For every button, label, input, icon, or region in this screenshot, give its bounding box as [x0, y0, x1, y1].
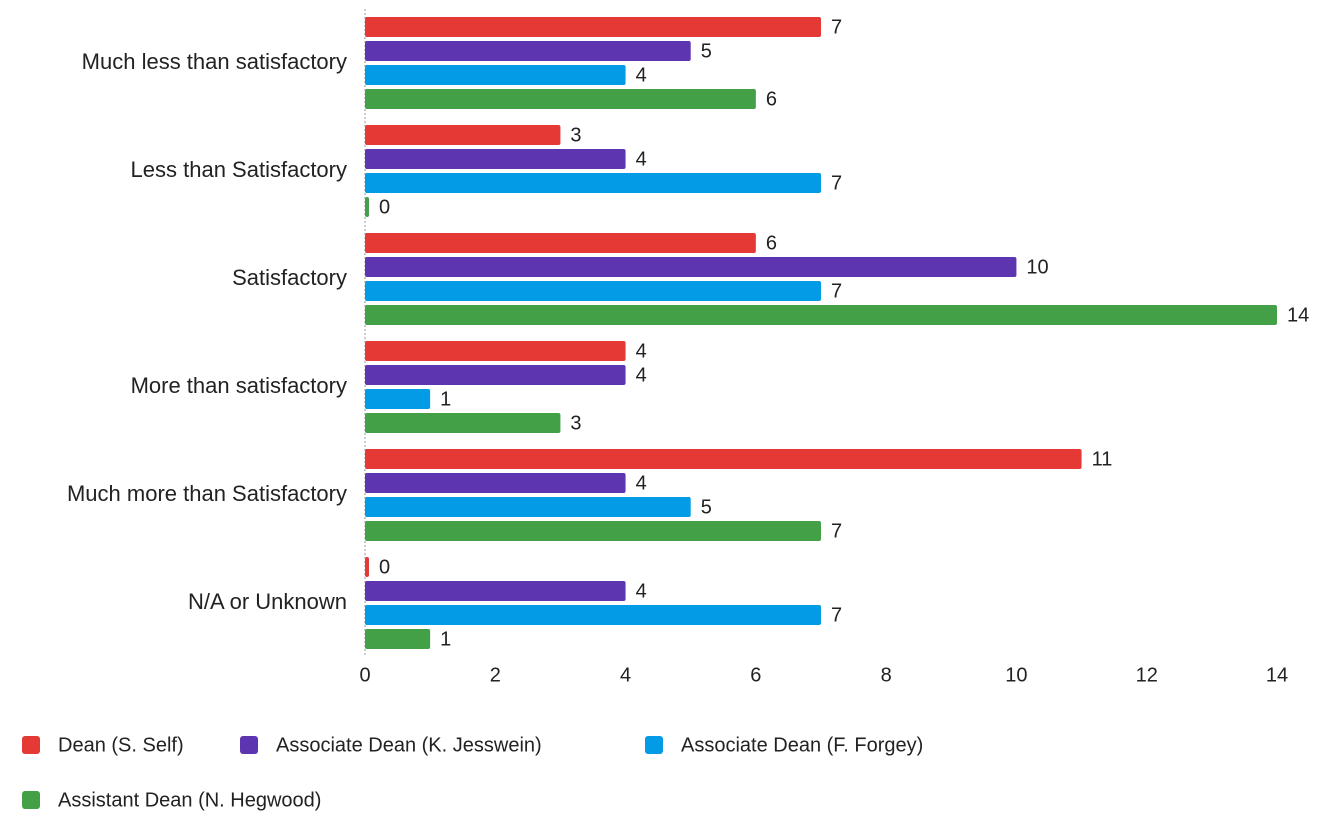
legend-swatch — [645, 736, 663, 754]
bar — [365, 149, 626, 169]
value-label: 14 — [1287, 304, 1309, 326]
bar — [365, 581, 626, 601]
value-label: 11 — [1092, 448, 1113, 470]
bar — [365, 281, 821, 301]
value-label: 1 — [440, 388, 451, 410]
category-label: Much more than Satisfactory — [67, 481, 347, 506]
category-label: Less than Satisfactory — [131, 157, 347, 182]
bar — [365, 449, 1082, 469]
bar — [365, 305, 1277, 325]
category-label: N/A or Unknown — [188, 589, 347, 614]
x-tick-label: 12 — [1136, 664, 1158, 686]
legend-label: Assistant Dean (N. Hegwood) — [58, 789, 321, 811]
bar — [365, 605, 821, 625]
x-tick-label: 10 — [1005, 664, 1027, 686]
x-tick-label: 6 — [750, 664, 761, 686]
category-label: Satisfactory — [232, 265, 347, 290]
value-label: 7 — [831, 604, 842, 626]
value-label: 5 — [701, 40, 712, 62]
bar — [365, 89, 756, 109]
bar — [365, 125, 561, 145]
bar — [365, 557, 369, 577]
value-label: 3 — [570, 124, 581, 146]
value-label: 6 — [766, 88, 777, 110]
value-label: 1 — [440, 628, 451, 650]
legend-label: Dean (S. Self) — [58, 734, 184, 756]
x-tick-label: 8 — [881, 664, 892, 686]
value-label: 6 — [766, 232, 777, 254]
bar — [365, 413, 561, 433]
value-label: 4 — [636, 472, 647, 494]
value-label: 7 — [831, 172, 842, 194]
value-label: 7 — [831, 520, 842, 542]
category-label: More than satisfactory — [131, 373, 347, 398]
value-label: 7 — [831, 16, 842, 38]
bar — [365, 629, 431, 649]
x-tick-label: 4 — [620, 664, 631, 686]
bar — [365, 233, 756, 253]
bar — [365, 473, 626, 493]
bar — [365, 341, 626, 361]
category-label: Much less than satisfactory — [82, 49, 347, 74]
value-label: 4 — [636, 364, 647, 386]
bar — [365, 17, 821, 37]
value-label: 3 — [570, 412, 581, 434]
x-tick-label: 0 — [359, 664, 370, 686]
legend-swatch — [22, 791, 40, 809]
value-label: 7 — [831, 280, 842, 302]
value-label: 4 — [636, 148, 647, 170]
legend-swatch — [22, 736, 40, 754]
bar — [365, 257, 1017, 277]
bar — [365, 389, 431, 409]
bar — [365, 41, 691, 61]
bar — [365, 365, 626, 385]
x-tick-label: 2 — [490, 664, 501, 686]
value-label: 0 — [379, 556, 390, 578]
x-tick-label: 14 — [1266, 664, 1288, 686]
bar — [365, 497, 691, 517]
bar — [365, 65, 626, 85]
value-label: 0 — [379, 196, 390, 218]
legend-label: Associate Dean (K. Jesswein) — [276, 734, 542, 756]
value-label: 4 — [636, 64, 647, 86]
value-label: 10 — [1026, 256, 1048, 278]
bar — [365, 197, 369, 217]
legend-swatch — [240, 736, 258, 754]
value-label: 4 — [636, 340, 647, 362]
bar — [365, 521, 821, 541]
value-label: 5 — [701, 496, 712, 518]
bar — [365, 173, 821, 193]
value-label: 4 — [636, 580, 647, 602]
legend-label: Associate Dean (F. Forgey) — [681, 734, 923, 756]
